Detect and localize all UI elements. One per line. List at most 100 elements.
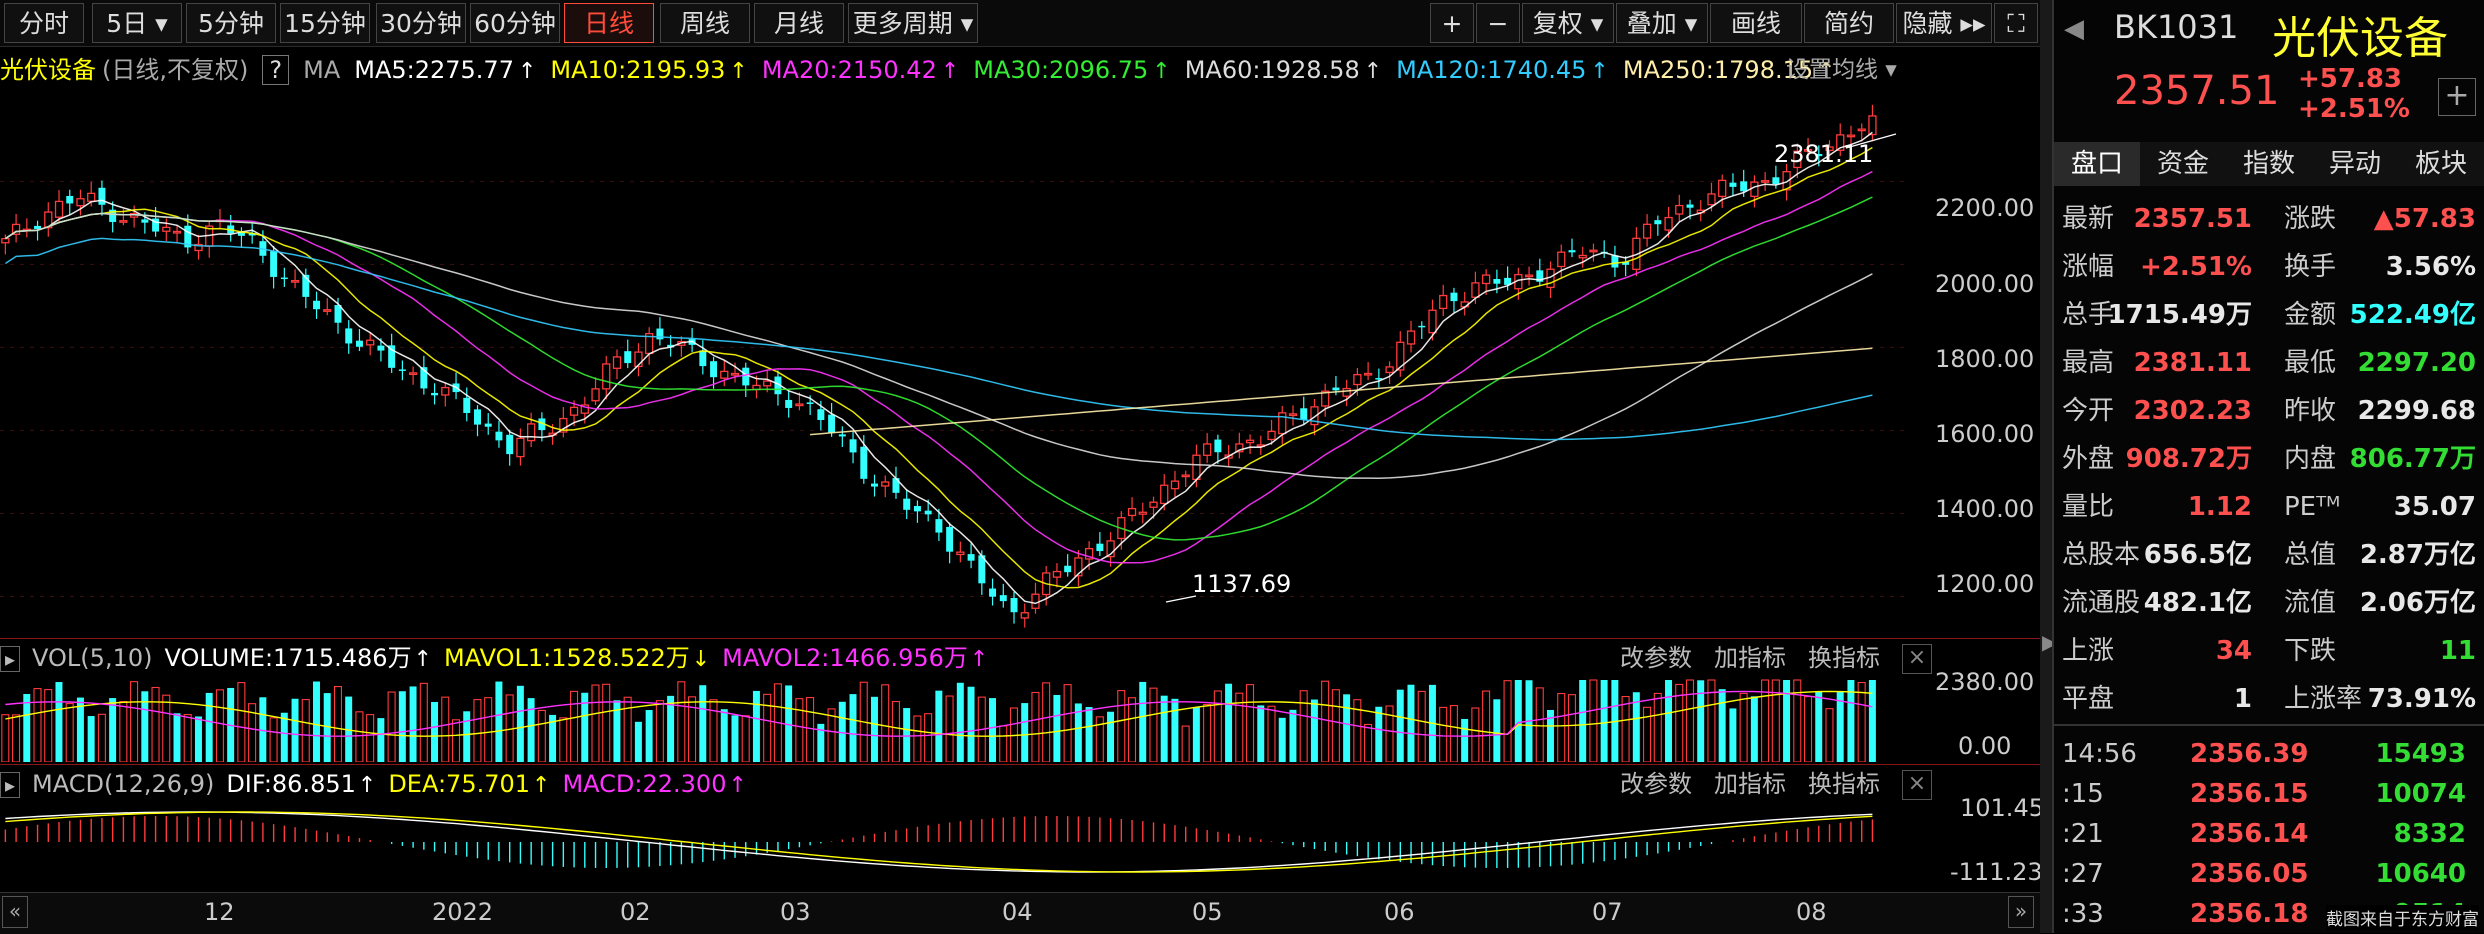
vol-tools-0-button[interactable]: 改参数: [1620, 644, 1692, 672]
volume-bar: [795, 698, 804, 762]
candlestick-chart[interactable]: [0, 90, 1910, 638]
candle-body: [1568, 250, 1576, 253]
period-0-button[interactable]: 分时: [4, 3, 84, 43]
volume-chart[interactable]: [0, 676, 1910, 762]
macd-dif: DIF:86.851: [226, 770, 356, 798]
help-button[interactable]: ?: [262, 55, 290, 85]
vol-tools-close-icon[interactable]: ×: [1902, 644, 1932, 674]
candle-body: [1138, 511, 1147, 515]
candle-body: [1245, 439, 1255, 444]
period-4-button[interactable]: 30分钟: [376, 3, 466, 43]
macd-tools-0-button[interactable]: 改参数: [1620, 770, 1692, 798]
candle-body: [892, 478, 900, 493]
tool-4-button[interactable]: 画线: [1710, 3, 1802, 43]
period-7-button[interactable]: 周线: [660, 3, 750, 43]
volume-bar: [602, 683, 611, 762]
volume-bar: [109, 698, 117, 762]
macd-tools-2-button[interactable]: 换指标: [1808, 770, 1880, 798]
quote-tab-1[interactable]: 资金: [2140, 142, 2227, 186]
ma-settings-button[interactable]: 设置均线 ▾: [1786, 57, 1897, 83]
volume-bar: [699, 685, 707, 762]
candle-body: [1278, 412, 1287, 435]
volume-bar: [366, 714, 375, 762]
tool-0-button[interactable]: +: [1430, 3, 1474, 43]
period-1-button[interactable]: 5日 ▾: [92, 3, 182, 43]
expand-icon[interactable]: ⛶: [1994, 3, 2038, 43]
candle-body: [44, 211, 53, 229]
candle-body: [559, 417, 568, 433]
tool-3-button[interactable]: 叠加 ▾: [1616, 3, 1708, 43]
scroll-right-icon[interactable]: »: [2008, 896, 2034, 928]
quote-tab-3[interactable]: 异动: [2312, 142, 2399, 186]
vol-volume: VOLUME:1715.486万: [164, 644, 412, 672]
price-change: +57.83: [2298, 64, 2403, 94]
vol-tools-1-button[interactable]: 加指标: [1714, 644, 1786, 672]
vol-tools-2-button[interactable]: 换指标: [1808, 644, 1880, 672]
candle-body: [1450, 292, 1458, 302]
ma-line-2: [4, 170, 1873, 564]
volume-bar: [1139, 681, 1147, 762]
quote-label: 流通股: [2062, 588, 2141, 618]
candle-body: [1664, 216, 1673, 231]
period-5-button[interactable]: 60分钟: [470, 3, 560, 43]
volume-bar: [1750, 696, 1758, 762]
volume-bar: [1021, 703, 1029, 762]
prev-stock-icon[interactable]: ◀: [2064, 14, 2084, 44]
period-2-button[interactable]: 5分钟: [186, 3, 276, 43]
period-8-button[interactable]: 月线: [754, 3, 844, 43]
vol-collapse-icon[interactable]: ▸: [0, 646, 21, 672]
quote-label-2: 内盘: [2284, 444, 2337, 474]
scroll-left-icon[interactable]: «: [2, 896, 28, 928]
panel-divider[interactable]: ▶: [2040, 0, 2057, 933]
volume-bar: [1461, 718, 1469, 762]
volume-bar: [1557, 692, 1566, 762]
x-tick-1: 2022: [432, 898, 494, 926]
tool-6-button[interactable]: 隐藏 ▸▸: [1896, 3, 1992, 43]
macd-collapse-icon[interactable]: ▸: [0, 772, 21, 798]
quote-value-2: 806.77万: [2349, 444, 2476, 474]
macd-chart[interactable]: [0, 802, 1910, 892]
period-3-button[interactable]: 15分钟: [280, 3, 370, 43]
tick-price: 2356.14: [2190, 819, 2309, 849]
macd-tools-1-button[interactable]: 加指标: [1714, 770, 1786, 798]
quote-tab-0[interactable]: 盘口: [2054, 142, 2141, 186]
volume-bar: [1707, 679, 1716, 762]
tool-1-button[interactable]: −: [1476, 3, 1520, 43]
watermark: 截图来自于东方财富: [2326, 905, 2479, 930]
volume-bar: [1579, 680, 1587, 762]
quote-row: 今开 2302.23 昨收 2299.68: [2062, 387, 2482, 435]
quote-tab-2[interactable]: 指数: [2226, 142, 2313, 186]
candle-body: [527, 423, 536, 442]
candle-body: [1031, 593, 1040, 609]
volume-bar: [516, 685, 524, 762]
tool-2-button[interactable]: 复权 ▾: [1522, 3, 1614, 43]
candle-body: [1857, 128, 1866, 132]
ma-arrow-3: ↑: [1152, 59, 1171, 84]
volume-bar: [891, 701, 900, 762]
volume-bar: [1685, 679, 1695, 762]
tick-price: 2356.05: [2190, 859, 2309, 889]
volume-bar: [1471, 707, 1480, 762]
volume-bar: [838, 701, 846, 762]
volume-bar: [1761, 679, 1770, 762]
tool-5-button[interactable]: 简约: [1804, 3, 1894, 43]
ma-legend: 光伏设备 (日线,不复权)? MA MA5:2275.77 ↑ MA10:2195.93 ↑…: [0, 50, 1864, 90]
current-price: 2357.51: [2114, 68, 2280, 114]
candle-body: [1267, 430, 1276, 441]
volume-bar: [849, 694, 857, 762]
volume-bar: [33, 688, 42, 762]
volume-bar: [44, 689, 53, 762]
period-9-button[interactable]: 更多周期 ▾: [848, 3, 978, 43]
macd-tools-close-icon[interactable]: ×: [1902, 770, 1932, 800]
candle-body: [1160, 484, 1169, 505]
candle-body: [119, 220, 128, 223]
add-watchlist-icon[interactable]: +: [2438, 78, 2476, 116]
period-6-button[interactable]: 日线: [564, 3, 654, 43]
candle-body: [956, 551, 965, 556]
macd-axis-top: 101.45: [1960, 794, 2044, 822]
chart-title: 光伏设备: [0, 56, 96, 84]
quote-tab-4[interactable]: 板块: [2398, 142, 2484, 186]
volume-bar: [215, 689, 224, 762]
candle-body: [1332, 387, 1340, 391]
quote-label: 外盘: [2062, 444, 2115, 474]
